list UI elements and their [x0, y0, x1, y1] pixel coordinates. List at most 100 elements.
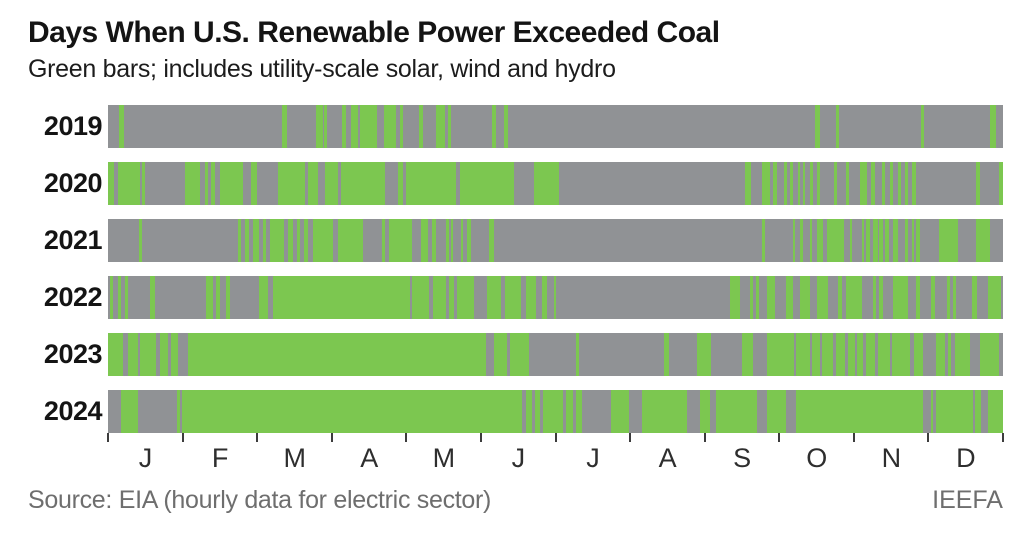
green-segment — [323, 105, 328, 148]
month-label: D — [956, 443, 976, 473]
year-bar-2022 — [108, 276, 1003, 319]
green-segment — [505, 276, 521, 319]
green-segment — [815, 105, 820, 148]
green-segment — [237, 219, 242, 262]
green-segment — [399, 105, 404, 148]
month-label: A — [658, 443, 677, 473]
year-label: 2022 — [43, 282, 103, 312]
green-segment — [835, 105, 840, 148]
green-segment — [916, 276, 920, 319]
green-segment — [262, 219, 267, 262]
green-segment — [219, 162, 244, 205]
year-row-2021: 2021 — [28, 219, 1003, 262]
green-segment — [307, 162, 319, 205]
green-segment — [976, 219, 990, 262]
green-segment — [108, 162, 115, 205]
green-segment — [866, 219, 870, 262]
green-segment — [272, 276, 410, 319]
footer: Source: EIA (hourly data for electric se… — [28, 486, 1003, 515]
month-label: O — [806, 443, 827, 473]
green-segment — [766, 390, 787, 433]
source-note: Source: EIA (hourly data for electric se… — [28, 486, 492, 514]
green-segment — [459, 162, 515, 205]
green-segment — [904, 219, 909, 262]
green-segment — [990, 105, 996, 148]
green-segment — [226, 276, 230, 319]
green-segment — [877, 333, 891, 376]
green-segment — [796, 333, 810, 376]
green-segment — [920, 105, 925, 148]
green-segment — [109, 276, 114, 319]
green-segment — [946, 276, 951, 319]
green-segment — [448, 276, 455, 319]
green-segment — [418, 105, 424, 148]
green-segment — [159, 333, 168, 376]
green-segment — [849, 219, 852, 262]
month-label: J — [511, 443, 525, 473]
chart-subtitle: Green bars; includes utility-scale solar… — [28, 55, 616, 83]
green-segment — [976, 162, 980, 205]
green-segment — [176, 390, 180, 433]
month-label: N — [881, 443, 901, 473]
green-segment — [786, 276, 793, 319]
green-segment — [487, 276, 501, 319]
green-segment — [861, 219, 865, 262]
green-segment — [741, 333, 754, 376]
year-bar-2020 — [108, 162, 1003, 205]
green-segment — [338, 219, 364, 262]
green-segment — [142, 162, 145, 205]
green-segment — [789, 162, 793, 205]
green-segment — [904, 162, 909, 205]
green-segment — [381, 219, 385, 262]
green-segment — [450, 219, 454, 262]
green-segment — [170, 333, 178, 376]
green-segment — [431, 219, 436, 262]
green-segment — [324, 162, 338, 205]
green-segment — [826, 219, 844, 262]
green-segment — [890, 162, 893, 205]
green-segment — [816, 276, 829, 319]
month-boundary-tick — [330, 433, 333, 442]
year-row-2023: 2023 — [28, 333, 1003, 376]
green-segment — [952, 276, 956, 319]
green-segment — [892, 333, 910, 376]
green-segment — [534, 162, 560, 205]
green-segment — [749, 276, 754, 319]
ieefa-credit: IEEFA — [932, 486, 1003, 514]
green-segment — [762, 162, 771, 205]
green-segment — [184, 162, 201, 205]
x-axis-ticks — [107, 433, 1004, 443]
green-segment — [360, 105, 378, 148]
green-segment — [412, 276, 430, 319]
green-segment — [269, 219, 285, 262]
green-segment — [252, 219, 260, 262]
green-segment — [216, 276, 220, 319]
month-label: J — [138, 443, 152, 473]
green-segment — [954, 333, 970, 376]
green-segment — [879, 219, 884, 262]
green-segment — [873, 219, 878, 262]
green-segment — [799, 276, 810, 319]
green-segment — [350, 105, 358, 148]
green-segment — [859, 162, 867, 205]
green-segment — [210, 162, 215, 205]
green-segment — [436, 105, 446, 148]
month-boundary-tick — [703, 433, 706, 442]
green-segment — [762, 219, 765, 262]
green-segment — [783, 162, 788, 205]
month-boundary-tick — [554, 433, 557, 442]
month-boundary-tick — [1002, 433, 1004, 442]
green-segment — [947, 333, 952, 376]
year-strips: 2019 2020 2021 2022 2023 2024 — [28, 105, 1003, 433]
green-segment — [987, 276, 1002, 319]
green-segment — [913, 333, 924, 376]
green-segment — [848, 333, 856, 376]
green-segment — [576, 390, 583, 433]
green-segment — [866, 333, 875, 376]
green-segment — [117, 276, 122, 319]
green-segment — [127, 333, 138, 376]
green-segment — [846, 276, 862, 319]
year-label: 2021 — [43, 225, 103, 255]
year-bar-2019 — [108, 105, 1003, 148]
